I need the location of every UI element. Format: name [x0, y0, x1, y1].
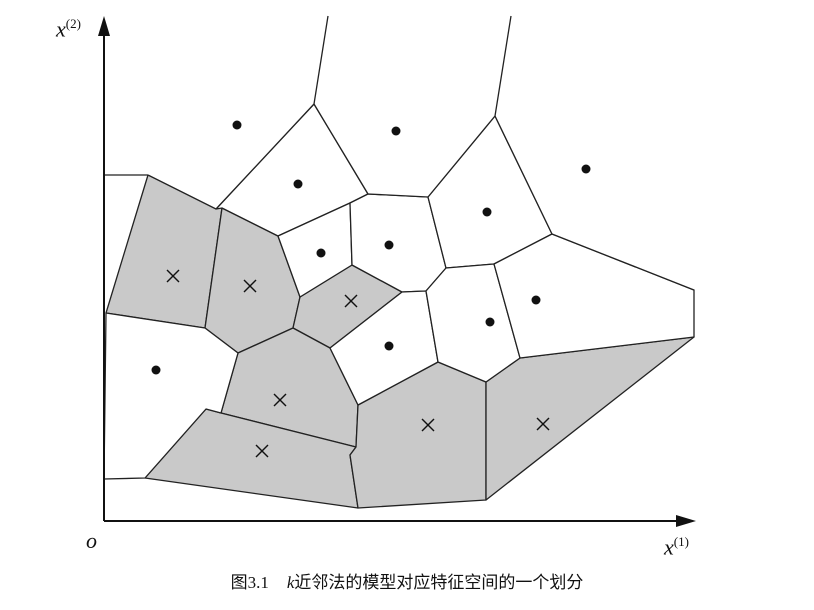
region-edge-1: [147, 174, 217, 210]
y-axis-arrowhead: [98, 16, 110, 36]
caption-number: 图3.1: [230, 573, 269, 592]
cross-instance-3: [273, 393, 287, 407]
cross-instance-1: [243, 279, 257, 293]
dot-instance-7: [531, 295, 541, 305]
dot-instance-8: [485, 317, 495, 327]
cross-instance-4: [255, 444, 269, 458]
white-cell-17: [495, 38, 694, 290]
shaded-cell-6: [485, 336, 695, 501]
x-axis-arrowhead: [676, 515, 696, 527]
extra-edges-layer: [104, 15, 695, 291]
white-cell-16: [314, 38, 510, 197]
region-edge-7: [551, 233, 695, 291]
dot-instance-0: [232, 120, 242, 130]
region-edge-6: [494, 115, 553, 235]
region-edge-5: [427, 115, 496, 198]
dot-instance-6: [384, 240, 394, 250]
boundary-edge-1: [494, 15, 512, 117]
cross-instance-6: [536, 417, 550, 431]
instance-markers-layer: [151, 120, 591, 458]
x-axis-label-var: x: [664, 534, 674, 560]
x-axis-label: x(1): [664, 534, 689, 560]
x-axis-label-sup: (1): [673, 534, 689, 549]
dot-instance-10: [151, 365, 161, 375]
axes: [98, 16, 696, 527]
origin-label: o: [86, 528, 97, 554]
dot-instance-9: [384, 341, 394, 351]
dot-instance-3: [293, 179, 303, 189]
region-edge-2: [215, 103, 315, 210]
dot-instance-1: [391, 126, 401, 136]
region-edge-3: [313, 103, 369, 195]
white-cell-7: [103, 312, 239, 480]
caption-text: 近邻法的模型对应特征空间的一个划分: [294, 573, 584, 593]
dot-instance-5: [316, 248, 326, 258]
dot-instance-4: [482, 207, 492, 217]
figure-caption: 图3.1 k近邻法的模型对应特征空间的一个划分: [0, 568, 814, 593]
dot-instance-2: [581, 164, 591, 174]
cross-instance-5: [421, 418, 435, 432]
origin-label-text: o: [86, 528, 97, 553]
boundary-edge-0: [313, 15, 329, 105]
y-axis-label-sup: (2): [65, 16, 81, 31]
cross-instance-0: [166, 269, 180, 283]
region-edge-4: [367, 193, 429, 198]
y-axis-label-var: x: [56, 16, 66, 42]
caption-k: k: [286, 573, 295, 592]
y-axis-label: x(2): [56, 16, 81, 42]
cross-instance-2: [344, 294, 358, 308]
cells-layer: [103, 38, 695, 509]
white-cell-15: [104, 38, 314, 209]
white-cell-14: [493, 233, 695, 359]
